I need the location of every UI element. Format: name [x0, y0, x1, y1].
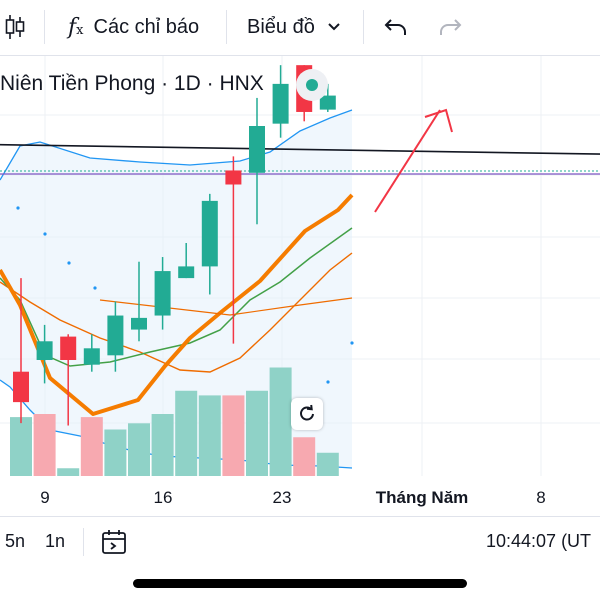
status-dot [306, 79, 318, 91]
candle-body [60, 336, 77, 360]
undo-icon[interactable] [384, 0, 408, 54]
x-tick-label: Tháng Năm [375, 488, 469, 507]
candle-body [178, 266, 195, 279]
candle-body [36, 341, 53, 360]
candle-body [154, 271, 171, 316]
reset-icon [300, 404, 314, 421]
bottom-bar-border [0, 516, 600, 517]
clock-time: 10:44:07 (UT [486, 531, 592, 551]
indicator-dot [93, 286, 97, 290]
chevron-down-icon [328, 23, 340, 31]
indicator-dot [326, 380, 330, 384]
volume-bar [293, 437, 316, 476]
indicator-dot [67, 261, 71, 265]
bollinger-upper-band [0, 109, 353, 181]
range-1n-button[interactable]: 1n [45, 531, 66, 551]
x-tick-label: 23 [272, 488, 292, 507]
candle-body [83, 348, 100, 365]
indicators-label: Các chỉ báo [93, 15, 200, 38]
candle-body [131, 317, 147, 330]
bottom-divider [83, 528, 84, 556]
volume-bar [316, 452, 339, 476]
indicators-button[interactable]: fx Các chỉ báo [68, 0, 199, 54]
volume-bar [175, 390, 198, 476]
symbol-title[interactable]: Niên Tiền Phong · 1D · HNX [0, 72, 264, 95]
volume-bar [33, 414, 56, 476]
candle-body [201, 200, 218, 267]
candle-body [13, 371, 29, 403]
fx-icon: fx [68, 14, 84, 40]
support-trend-line [0, 143, 600, 155]
volume-bar [269, 367, 292, 476]
price-chart[interactable] [0, 0, 600, 516]
volume-bar [80, 417, 103, 476]
volume-bar [198, 395, 221, 476]
candle-body [107, 315, 124, 356]
candle-body [319, 95, 336, 110]
market-status-icon[interactable] [296, 69, 328, 101]
volume-bar [10, 417, 32, 476]
indicator-dot [350, 341, 354, 345]
volume-bar [151, 414, 174, 476]
redo-icon[interactable] [438, 0, 462, 54]
toolbar-divider [363, 10, 364, 44]
toolbar-border [0, 55, 600, 56]
home-indicator [133, 579, 467, 588]
indicator-dot [43, 232, 47, 236]
chart-type-label: Biểu đồ [247, 15, 315, 38]
x-tick-label: 8 [536, 488, 546, 507]
bollinger-fill [0, 110, 352, 468]
volume-bar [57, 468, 80, 476]
range-5n-button[interactable]: 5n [5, 531, 26, 551]
candle-body [249, 126, 265, 173]
chart-type-button[interactable]: Biểu đồ [247, 0, 341, 54]
toolbar-divider [226, 10, 227, 44]
candle-body [272, 83, 289, 124]
volume-bar [246, 390, 268, 476]
top-toolbar: fx Các chỉ báo Biểu đồ [0, 0, 600, 54]
date-range-icon[interactable] [100, 528, 128, 561]
toolbar-divider [44, 10, 45, 44]
candle-body [225, 170, 242, 185]
trend-arrow-line [374, 109, 441, 213]
indicator-dot [16, 206, 20, 210]
x-tick-label: 9 [40, 488, 50, 507]
ma-slow-line [0, 252, 353, 373]
candles-icon[interactable] [4, 0, 26, 54]
reset-chart-button[interactable] [291, 398, 323, 430]
x-tick-label: 16 [153, 488, 173, 507]
volume-bar [128, 423, 150, 476]
volume-bar [222, 395, 245, 476]
trend-arrow-head [424, 108, 453, 133]
volume-bar [104, 429, 127, 476]
